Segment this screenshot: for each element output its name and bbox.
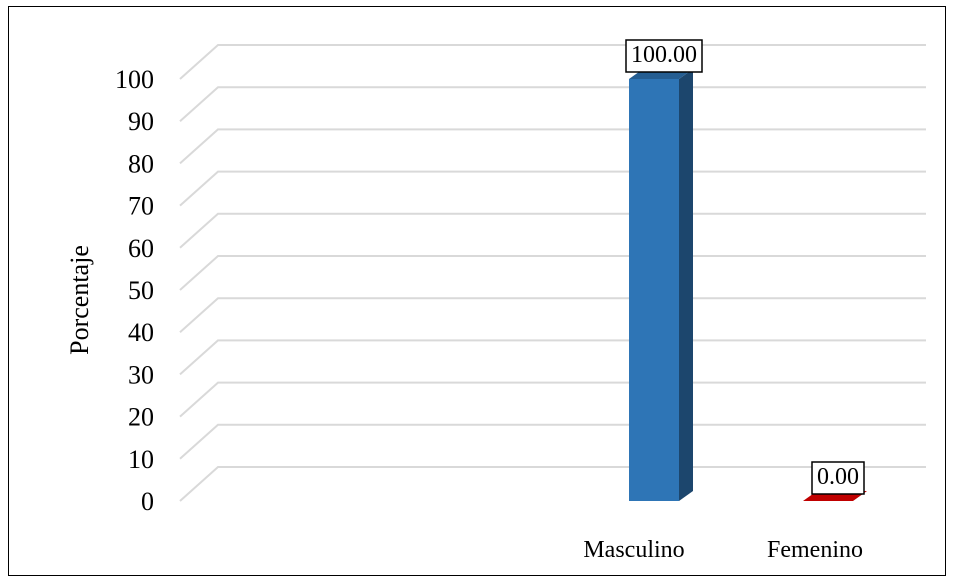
y-tick-label: 40 [128,318,154,347]
y-tick-label: 100 [115,65,154,94]
y-axis-ticks: 0 10 20 30 40 50 60 70 80 90 100 [115,65,154,516]
gridline [180,256,926,290]
data-label: 100.00 [631,42,697,68]
bar-side [679,69,693,501]
x-tick-label: Masculino [583,537,684,563]
y-tick-label: 0 [141,487,154,516]
y-tick-label: 60 [128,234,154,263]
bars [629,69,867,501]
y-tick-label: 90 [128,107,154,136]
gridline [180,340,926,374]
y-tick-label: 10 [128,445,154,474]
y-axis-label: Porcentaje [65,245,94,355]
y-tick-label: 50 [128,276,154,305]
y-tick-label: 80 [128,149,154,178]
gridline [180,87,926,121]
gridline [180,45,926,79]
y-tick-label: 70 [128,192,154,221]
bar-front [629,79,679,501]
x-tick-label: Femenino [767,537,863,563]
y-tick-label: 20 [128,403,154,432]
gridline [180,298,926,332]
x-axis-ticks: Masculino Femenino [583,537,863,563]
y-tick-label: 30 [128,360,154,389]
gridline [180,425,926,459]
gridline [180,214,926,248]
data-label: 0.00 [817,464,859,490]
gridline [180,172,926,206]
gridline [180,129,926,163]
gridlines [180,45,926,501]
gridline [180,383,926,417]
